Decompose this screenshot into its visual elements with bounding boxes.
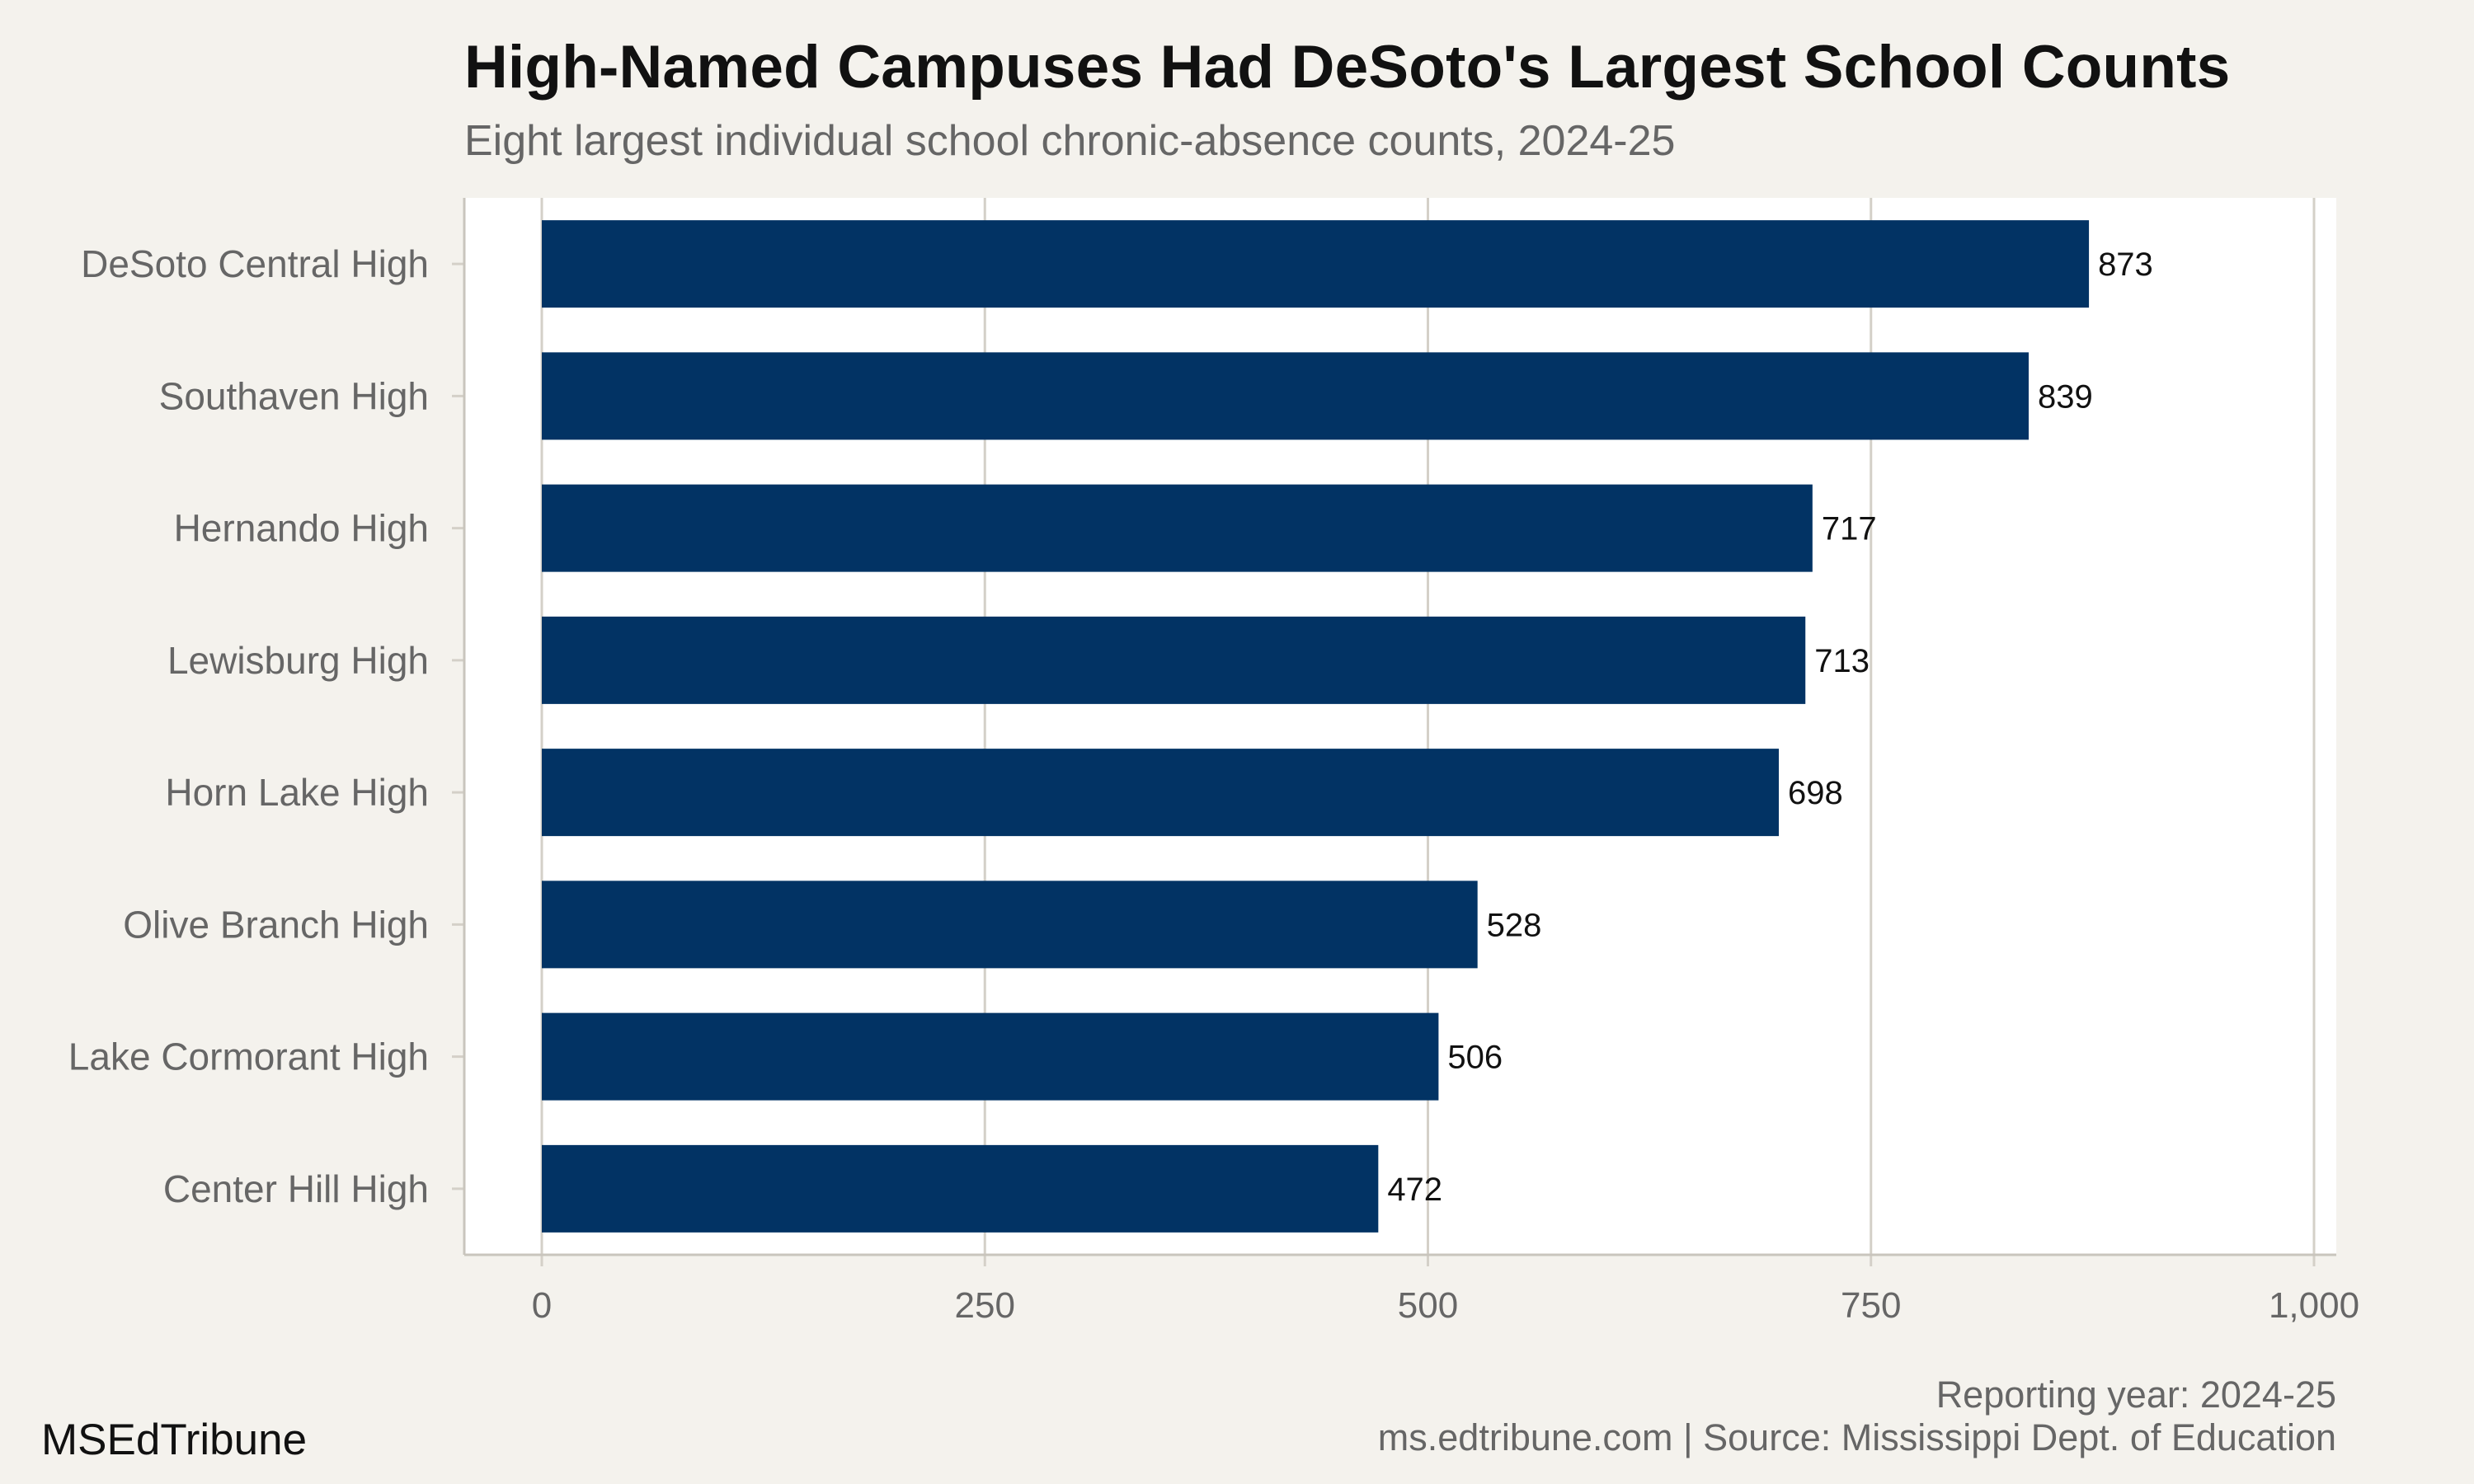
- chart-subtitle: Eight largest individual school chronic-…: [464, 117, 1676, 165]
- category-label: Lewisburg High: [167, 639, 429, 682]
- chart-title: High-Named Campuses Had DeSoto's Largest…: [464, 34, 2231, 101]
- value-labels: 873 839 717 713 698 528 506 472: [1387, 247, 2152, 1208]
- x-tick-label: 1,000: [2269, 1285, 2359, 1326]
- source-note: ms.edtribune.com | Source: Mississippi D…: [1377, 1416, 2336, 1458]
- category-label: Southaven High: [159, 374, 429, 417]
- value-label: 528: [1487, 907, 1542, 943]
- x-tick-label: 250: [955, 1285, 1015, 1326]
- category-labels: DeSoto Central High Southaven High Hernand…: [68, 242, 429, 1210]
- x-tick-label: 0: [532, 1285, 552, 1326]
- category-label: Center Hill High: [163, 1167, 429, 1210]
- value-label: 839: [2038, 378, 2093, 415]
- x-tick-label: 750: [1841, 1285, 1901, 1326]
- bar: [542, 616, 1806, 704]
- category-label: Horn Lake High: [165, 771, 429, 814]
- x-tick-label: 500: [1398, 1285, 1458, 1326]
- category-label: DeSoto Central High: [81, 242, 429, 285]
- bar: [542, 1012, 1439, 1101]
- category-label: Lake Cormorant High: [68, 1036, 429, 1078]
- value-label: 873: [2098, 247, 2153, 283]
- bar: [542, 484, 1813, 572]
- category-label: Hernando High: [174, 507, 429, 550]
- bars: [542, 220, 2090, 1233]
- value-label: 717: [1822, 511, 1877, 547]
- bar: [542, 881, 1478, 969]
- axis-lines: [463, 198, 2336, 1256]
- category-label: Olive Branch High: [123, 903, 429, 946]
- bar: [542, 749, 1780, 837]
- value-label: 472: [1387, 1172, 1442, 1208]
- bar: [542, 352, 2030, 440]
- x-tick-labels: 0 250 500 750 1,000: [532, 1285, 2359, 1326]
- reporting-year-note: Reporting year: 2024-25: [1935, 1374, 2336, 1416]
- value-label: 506: [1447, 1040, 1503, 1076]
- brand-logo-text: MSEdTribune: [41, 1416, 308, 1464]
- value-label: 698: [1788, 775, 1843, 811]
- bar: [542, 220, 2090, 308]
- bar: [542, 1144, 1379, 1233]
- value-label: 713: [1814, 643, 1870, 679]
